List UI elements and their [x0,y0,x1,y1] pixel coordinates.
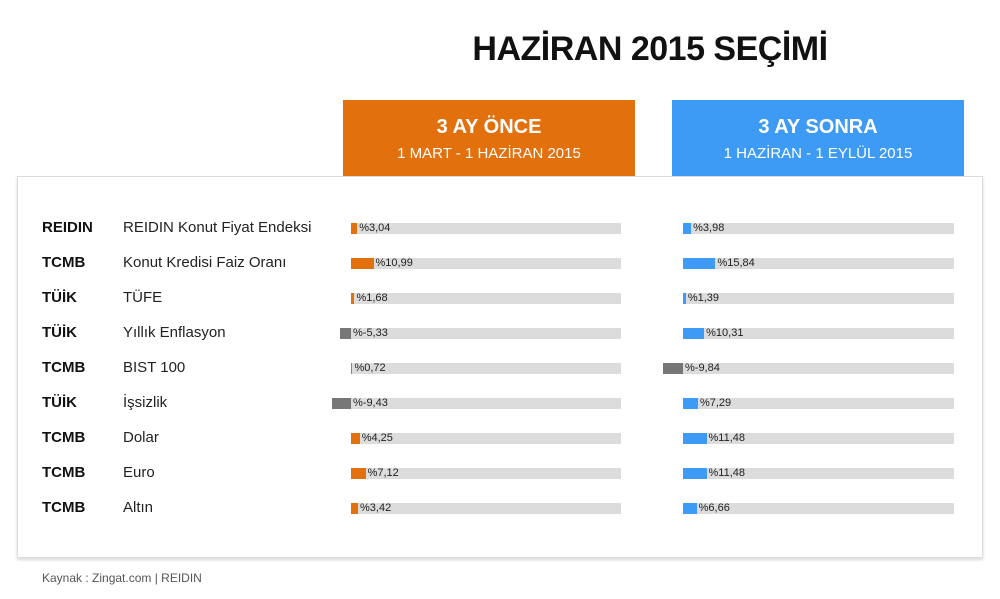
header-after: 3 AY SONRA 1 HAZİRAN - 1 EYLÜL 2015 [672,100,964,176]
data-label: %4,25 [361,432,393,444]
bar [331,398,351,409]
bar [683,223,692,234]
header-after-subtitle: 1 HAZİRAN - 1 EYLÜL 2015 [723,145,913,162]
row-source: TCMB [42,499,86,516]
data-panel: REIDIN REIDIN Konut Fiyat Endeksi %3,04 %3,… [17,176,983,558]
bar [351,258,374,269]
data-label: %6,66 [698,502,730,514]
bar [683,433,707,444]
bar-track [683,503,954,514]
header-after-title: 3 AY SONRA [758,116,878,138]
row-indicator: İşsizlik [123,394,168,411]
header-before-subtitle: 1 MART - 1 HAZİRAN 2015 [397,145,581,162]
row-source: REIDIN [42,219,93,236]
bar-track [351,363,621,374]
bar-track [351,223,621,234]
row-source: TÜİK [42,324,77,341]
data-label: %10,99 [375,257,413,269]
row-indicator: Konut Kredisi Faiz Oranı [123,254,287,271]
bar-track [683,468,954,479]
data-label: %3,98 [693,222,725,234]
data-label: %1,68 [356,292,388,304]
data-label: %-9,84 [685,362,720,374]
row-indicator: Yıllık Enflasyon [123,324,226,341]
data-label: %3,04 [359,222,391,234]
bar [683,468,707,479]
bar-track [351,468,621,479]
data-label: %7,29 [699,397,732,409]
row-indicator: REIDIN Konut Fiyat Endeksi [123,219,312,236]
data-label: %-5,33 [353,327,388,339]
header-before: 3 AY ÖNCE 1 MART - 1 HAZİRAN 2015 [343,100,635,176]
bar-track [683,258,954,269]
chart-title: HAZİRAN 2015 SEÇİMİ [472,30,828,68]
bar [683,293,686,304]
bar [351,503,358,514]
table-row: TCMB Euro %7,12 %11,48 [18,460,982,488]
data-label: %10,31 [706,327,744,339]
bar [683,258,716,269]
row-source: TÜİK [42,289,77,306]
bar [351,468,366,479]
table-row: TÜİK Yıllık Enflasyon %-5,33 %10,31 [18,320,982,348]
bar [683,503,697,514]
row-source: TCMB [42,429,86,446]
data-label: %15,84 [717,257,755,269]
table-row: REIDIN REIDIN Konut Fiyat Endeksi %3,04 %3,… [18,215,982,243]
data-label: %-9,43 [353,397,388,409]
bar [351,363,353,374]
header-before-title: 3 AY ÖNCE [436,116,542,138]
table-row: TCMB BIST 100 %0,72 %-9,84 [18,355,982,383]
bar [351,433,360,444]
table-row: TCMB Konut Kredisi Faiz Oranı %10,99 %15,84 [18,250,982,278]
bar-track [351,293,621,304]
row-indicator: BIST 100 [123,359,186,376]
bar [340,328,351,339]
row-source: TCMB [42,464,86,481]
bar-track [351,328,621,339]
bar-track [683,363,954,374]
table-row: TÜİK TÜFE %1,68 %1,39 [18,285,982,313]
bar [683,328,705,339]
bar [683,398,698,409]
data-label: %3,42 [360,502,392,514]
data-label: %1,39 [687,292,720,304]
bar-track [683,293,954,304]
bar-track [351,258,621,269]
row-source: TÜİK [42,394,77,411]
table-row: TÜİK İşsizlik %-9,43 %7,29 [18,390,982,418]
bar-track [683,223,954,234]
data-label: %11,48 [708,432,746,444]
row-indicator: Euro [123,464,155,481]
row-indicator: Altın [123,499,154,516]
row-source: TCMB [42,359,86,376]
data-label: %0,72 [354,362,386,374]
row-indicator: Dolar [123,429,159,446]
bar-track [351,503,621,514]
data-label: %7,12 [367,467,399,479]
source-footer: Kaynak : Zingat.com | REIDIN [42,571,202,585]
bar-track [683,433,954,444]
table-row: TCMB Altın %3,42 %6,66 [18,495,982,523]
bar [351,223,358,234]
row-source: TCMB [42,254,86,271]
row-indicator: TÜFE [123,289,163,306]
bar [351,293,355,304]
table-row: TCMB Dolar %4,25 %11,48 [18,425,982,453]
bar-track [683,328,954,339]
bar-track [351,398,621,409]
data-label: %11,48 [708,467,746,479]
bar-track [351,433,621,444]
bar [662,363,683,374]
bar-track [683,398,954,409]
